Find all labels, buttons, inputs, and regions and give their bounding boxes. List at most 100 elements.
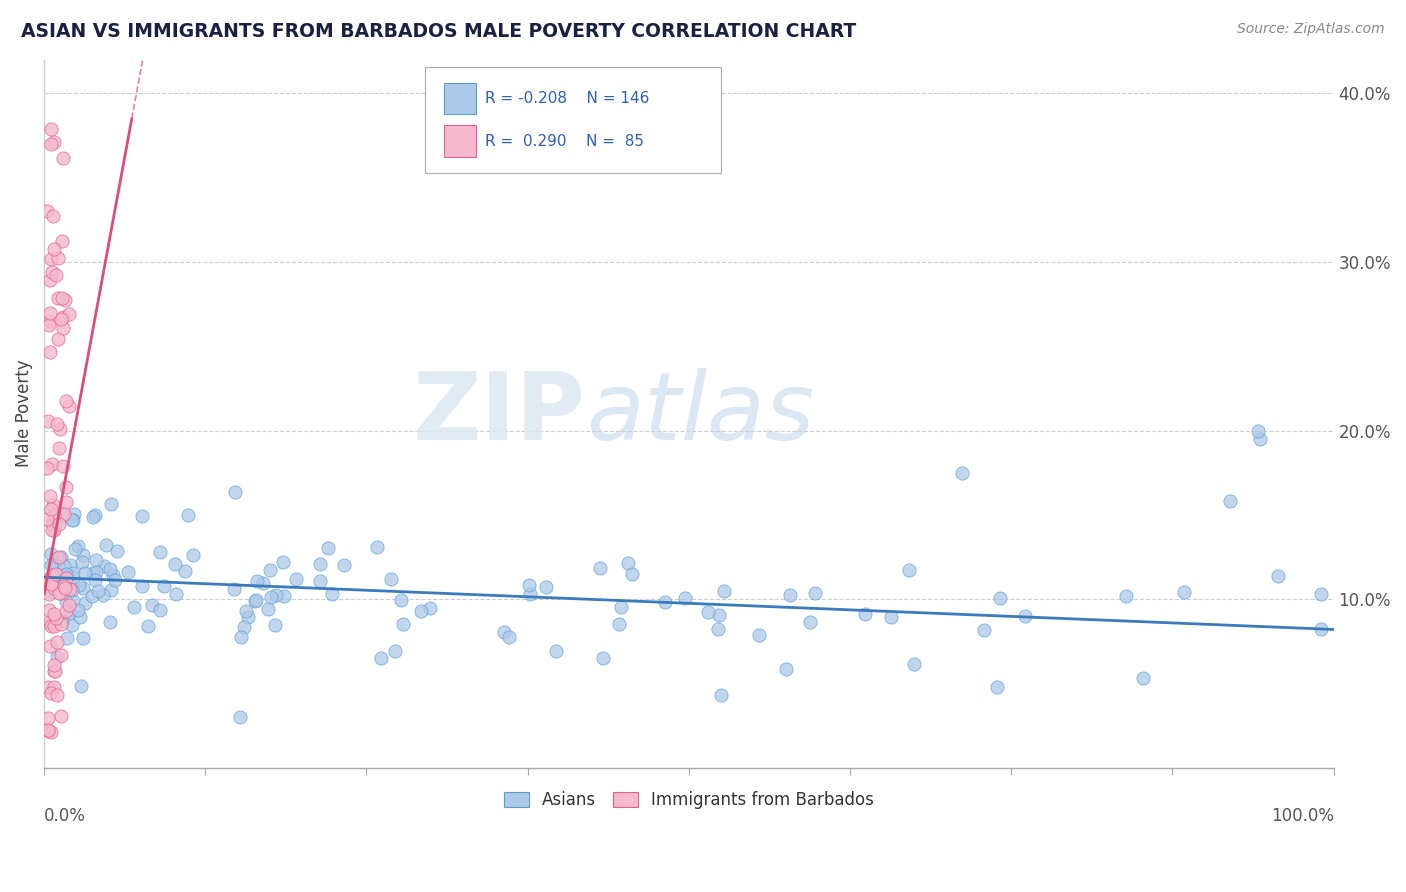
Point: [45, 566, 67, 581]
Point: [38, 489, 60, 503]
Point: [37, 680, 59, 694]
Point: [391, 592, 413, 607]
Point: [56, 631, 79, 645]
Point: [38, 572, 60, 586]
Point: [1219, 493, 1241, 508]
Point: [318, 541, 340, 556]
Point: [67, 577, 90, 591]
Point: [124, 599, 146, 614]
Point: [38, 344, 60, 359]
Text: ASIAN VS IMMIGRANTS FROM BARBADOS MALE POVERTY CORRELATION CHART: ASIAN VS IMMIGRANTS FROM BARBADOS MALE P…: [21, 22, 856, 41]
Point: [259, 563, 281, 577]
Point: [73, 566, 96, 580]
Point: [55, 480, 77, 494]
Point: [45, 417, 67, 431]
Point: [52, 567, 75, 582]
Point: [285, 572, 308, 586]
Point: [39, 136, 62, 151]
Point: [707, 622, 730, 636]
Text: Source: ZipAtlas.com: Source: ZipAtlas.com: [1237, 22, 1385, 37]
Point: [48, 574, 70, 588]
Point: [48, 585, 70, 599]
Point: [46, 291, 69, 305]
Point: [39, 306, 62, 320]
Point: [245, 593, 267, 607]
Point: [84, 553, 107, 567]
Point: [45, 610, 67, 624]
Point: [62, 617, 84, 632]
Point: [38, 587, 60, 601]
Point: [42, 508, 65, 522]
Point: [72, 581, 94, 595]
Point: [1173, 585, 1195, 599]
Point: [70, 680, 93, 694]
Point: [273, 555, 295, 569]
Point: [257, 602, 280, 616]
Point: [411, 604, 433, 618]
Point: [519, 587, 541, 601]
Point: [46, 332, 69, 346]
Point: [66, 540, 89, 554]
Point: [1115, 589, 1137, 603]
Point: [41, 619, 63, 633]
Point: [588, 561, 610, 575]
Point: [1309, 622, 1331, 636]
Point: [52, 509, 75, 524]
Point: [696, 606, 718, 620]
Point: [84, 565, 107, 579]
Point: [117, 566, 139, 580]
Point: [517, 578, 540, 592]
Point: [273, 589, 295, 603]
Point: [39, 121, 62, 136]
Point: [131, 509, 153, 524]
Point: [45, 635, 67, 649]
Point: [87, 583, 110, 598]
Point: [224, 485, 246, 500]
Point: [59, 606, 82, 620]
FancyBboxPatch shape: [425, 67, 721, 173]
Point: [94, 538, 117, 552]
Point: [1247, 424, 1270, 438]
Point: [59, 558, 82, 572]
Point: [55, 604, 77, 618]
Point: [131, 579, 153, 593]
Point: [52, 507, 75, 521]
Point: [104, 574, 127, 588]
Point: [616, 556, 638, 570]
Point: [63, 508, 86, 522]
Point: [51, 549, 73, 564]
Point: [75, 596, 97, 610]
Point: [779, 588, 801, 602]
Point: [83, 508, 105, 522]
Point: [105, 544, 128, 558]
Point: [42, 581, 65, 595]
Point: [264, 588, 287, 602]
Point: [707, 607, 730, 622]
Point: [775, 662, 797, 676]
Point: [41, 568, 63, 582]
Point: [53, 579, 76, 593]
Point: [38, 615, 60, 630]
Point: [897, 564, 920, 578]
Point: [607, 616, 630, 631]
Point: [950, 466, 973, 480]
Point: [38, 723, 60, 738]
Point: [308, 557, 330, 571]
Point: [44, 523, 66, 537]
Point: [55, 571, 77, 585]
Point: [544, 644, 567, 658]
Point: [46, 688, 69, 702]
Point: [52, 151, 75, 165]
Point: [264, 618, 287, 632]
Point: [91, 588, 114, 602]
Point: [39, 314, 62, 328]
Point: [39, 686, 62, 700]
Bar: [444, 125, 477, 157]
Point: [1132, 671, 1154, 685]
Point: [53, 293, 76, 307]
Point: [82, 566, 104, 581]
Point: [52, 321, 75, 335]
Point: [69, 609, 91, 624]
Point: [370, 651, 392, 665]
Point: [39, 639, 62, 653]
